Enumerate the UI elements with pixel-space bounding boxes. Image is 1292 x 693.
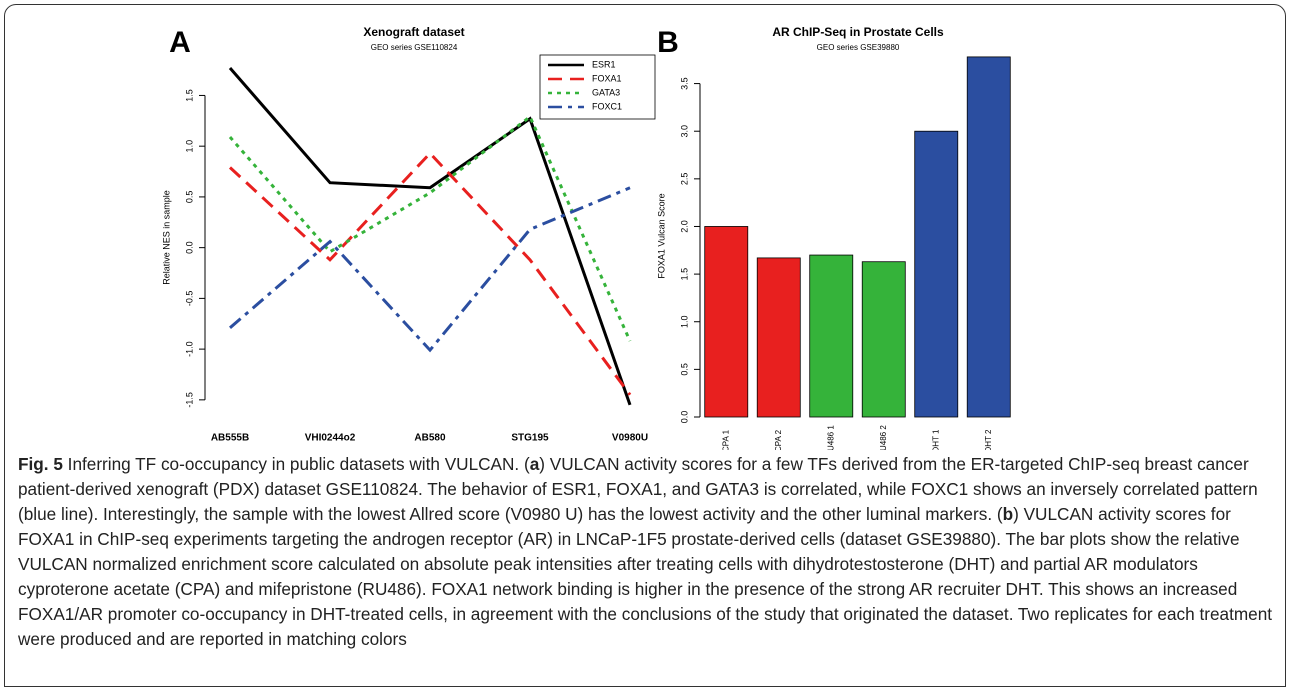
y-axis-label: Relative NES in sample <box>161 190 171 285</box>
y-tick-label: 3.5 <box>679 77 689 90</box>
chart-title: Xenograft dataset <box>363 25 464 39</box>
caption-label: Fig. 5 <box>18 454 63 474</box>
legend-label: GATA3 <box>592 87 620 97</box>
x-tick-label: AB580 <box>414 433 446 444</box>
chart-subtitle: GEO series GSE39880 <box>817 43 900 52</box>
bar <box>966 56 1011 418</box>
charts: A Xenograft dataset GEO series GSE110824 -1… <box>161 25 1011 450</box>
x-tick-label: STG195 <box>511 433 549 444</box>
x-tick-label: AB555B <box>211 433 249 444</box>
legend-label: FOXC1 <box>592 101 622 111</box>
figure-frame <box>4 4 1286 687</box>
series-line <box>228 114 632 342</box>
x-tick-label: V0980U <box>612 433 648 444</box>
panel-label: A <box>169 26 191 59</box>
caption: Fig. 5 Inferring TF co-occupancy in publ… <box>18 452 1280 652</box>
legend-label: FOXA1 <box>592 73 622 83</box>
x-tick-label: DHT 1 <box>931 429 940 450</box>
x-tick-label: CPA 2 <box>774 429 783 450</box>
y-tick-label: 3.0 <box>679 125 689 138</box>
x-tick-label: CPA 1 <box>721 429 730 450</box>
y-tick-label: 0.5 <box>679 363 689 376</box>
series-line <box>228 151 632 396</box>
y-tick-label: 1.5 <box>679 268 689 281</box>
caption-text: a <box>529 454 540 474</box>
chart-subtitle: GEO series GSE110824 <box>371 43 458 52</box>
legend-label: ESR1 <box>592 59 616 69</box>
y-tick-label: -0.5 <box>184 291 194 307</box>
y-tick-label: -1.0 <box>184 341 194 357</box>
chart-title: AR ChIP-Seq in Prostate Cells <box>772 25 944 39</box>
bar <box>861 261 906 418</box>
y-tick-label: 1.0 <box>184 140 194 153</box>
x-tick-label: RU486 2 <box>879 425 888 450</box>
series-line <box>229 186 631 353</box>
caption-text: ) VULCAN activity scores for a few TFs d… <box>18 454 1258 524</box>
y-axis-label: FOXA1 Vulcan Score <box>656 193 666 278</box>
y-tick-label: 0.0 <box>184 241 194 254</box>
x-tick-label: DHT 2 <box>984 429 993 450</box>
legend-box <box>539 54 656 120</box>
bar <box>809 254 854 418</box>
caption-text: b <box>1002 504 1014 524</box>
bar <box>756 257 801 418</box>
caption-text: Inferring TF co-occupancy in public data… <box>62 454 530 474</box>
panel-label: B <box>657 26 679 59</box>
bar <box>704 226 749 418</box>
x-tick-label: VHI0244o2 <box>305 433 356 444</box>
caption-text: ) VULCAN activity scores for FOXA1 in Ch… <box>18 504 1273 649</box>
x-tick-label: RU486 1 <box>826 425 835 450</box>
y-tick-label: 0.0 <box>679 411 689 424</box>
y-tick-label: 0.5 <box>184 191 194 204</box>
y-tick-label: 1.0 <box>679 315 689 328</box>
y-tick-label: -1.5 <box>184 392 194 408</box>
bar <box>914 130 959 418</box>
y-tick-label: 1.5 <box>184 89 194 102</box>
y-tick-label: 2.5 <box>679 173 689 186</box>
y-tick-label: 2.0 <box>679 220 689 233</box>
